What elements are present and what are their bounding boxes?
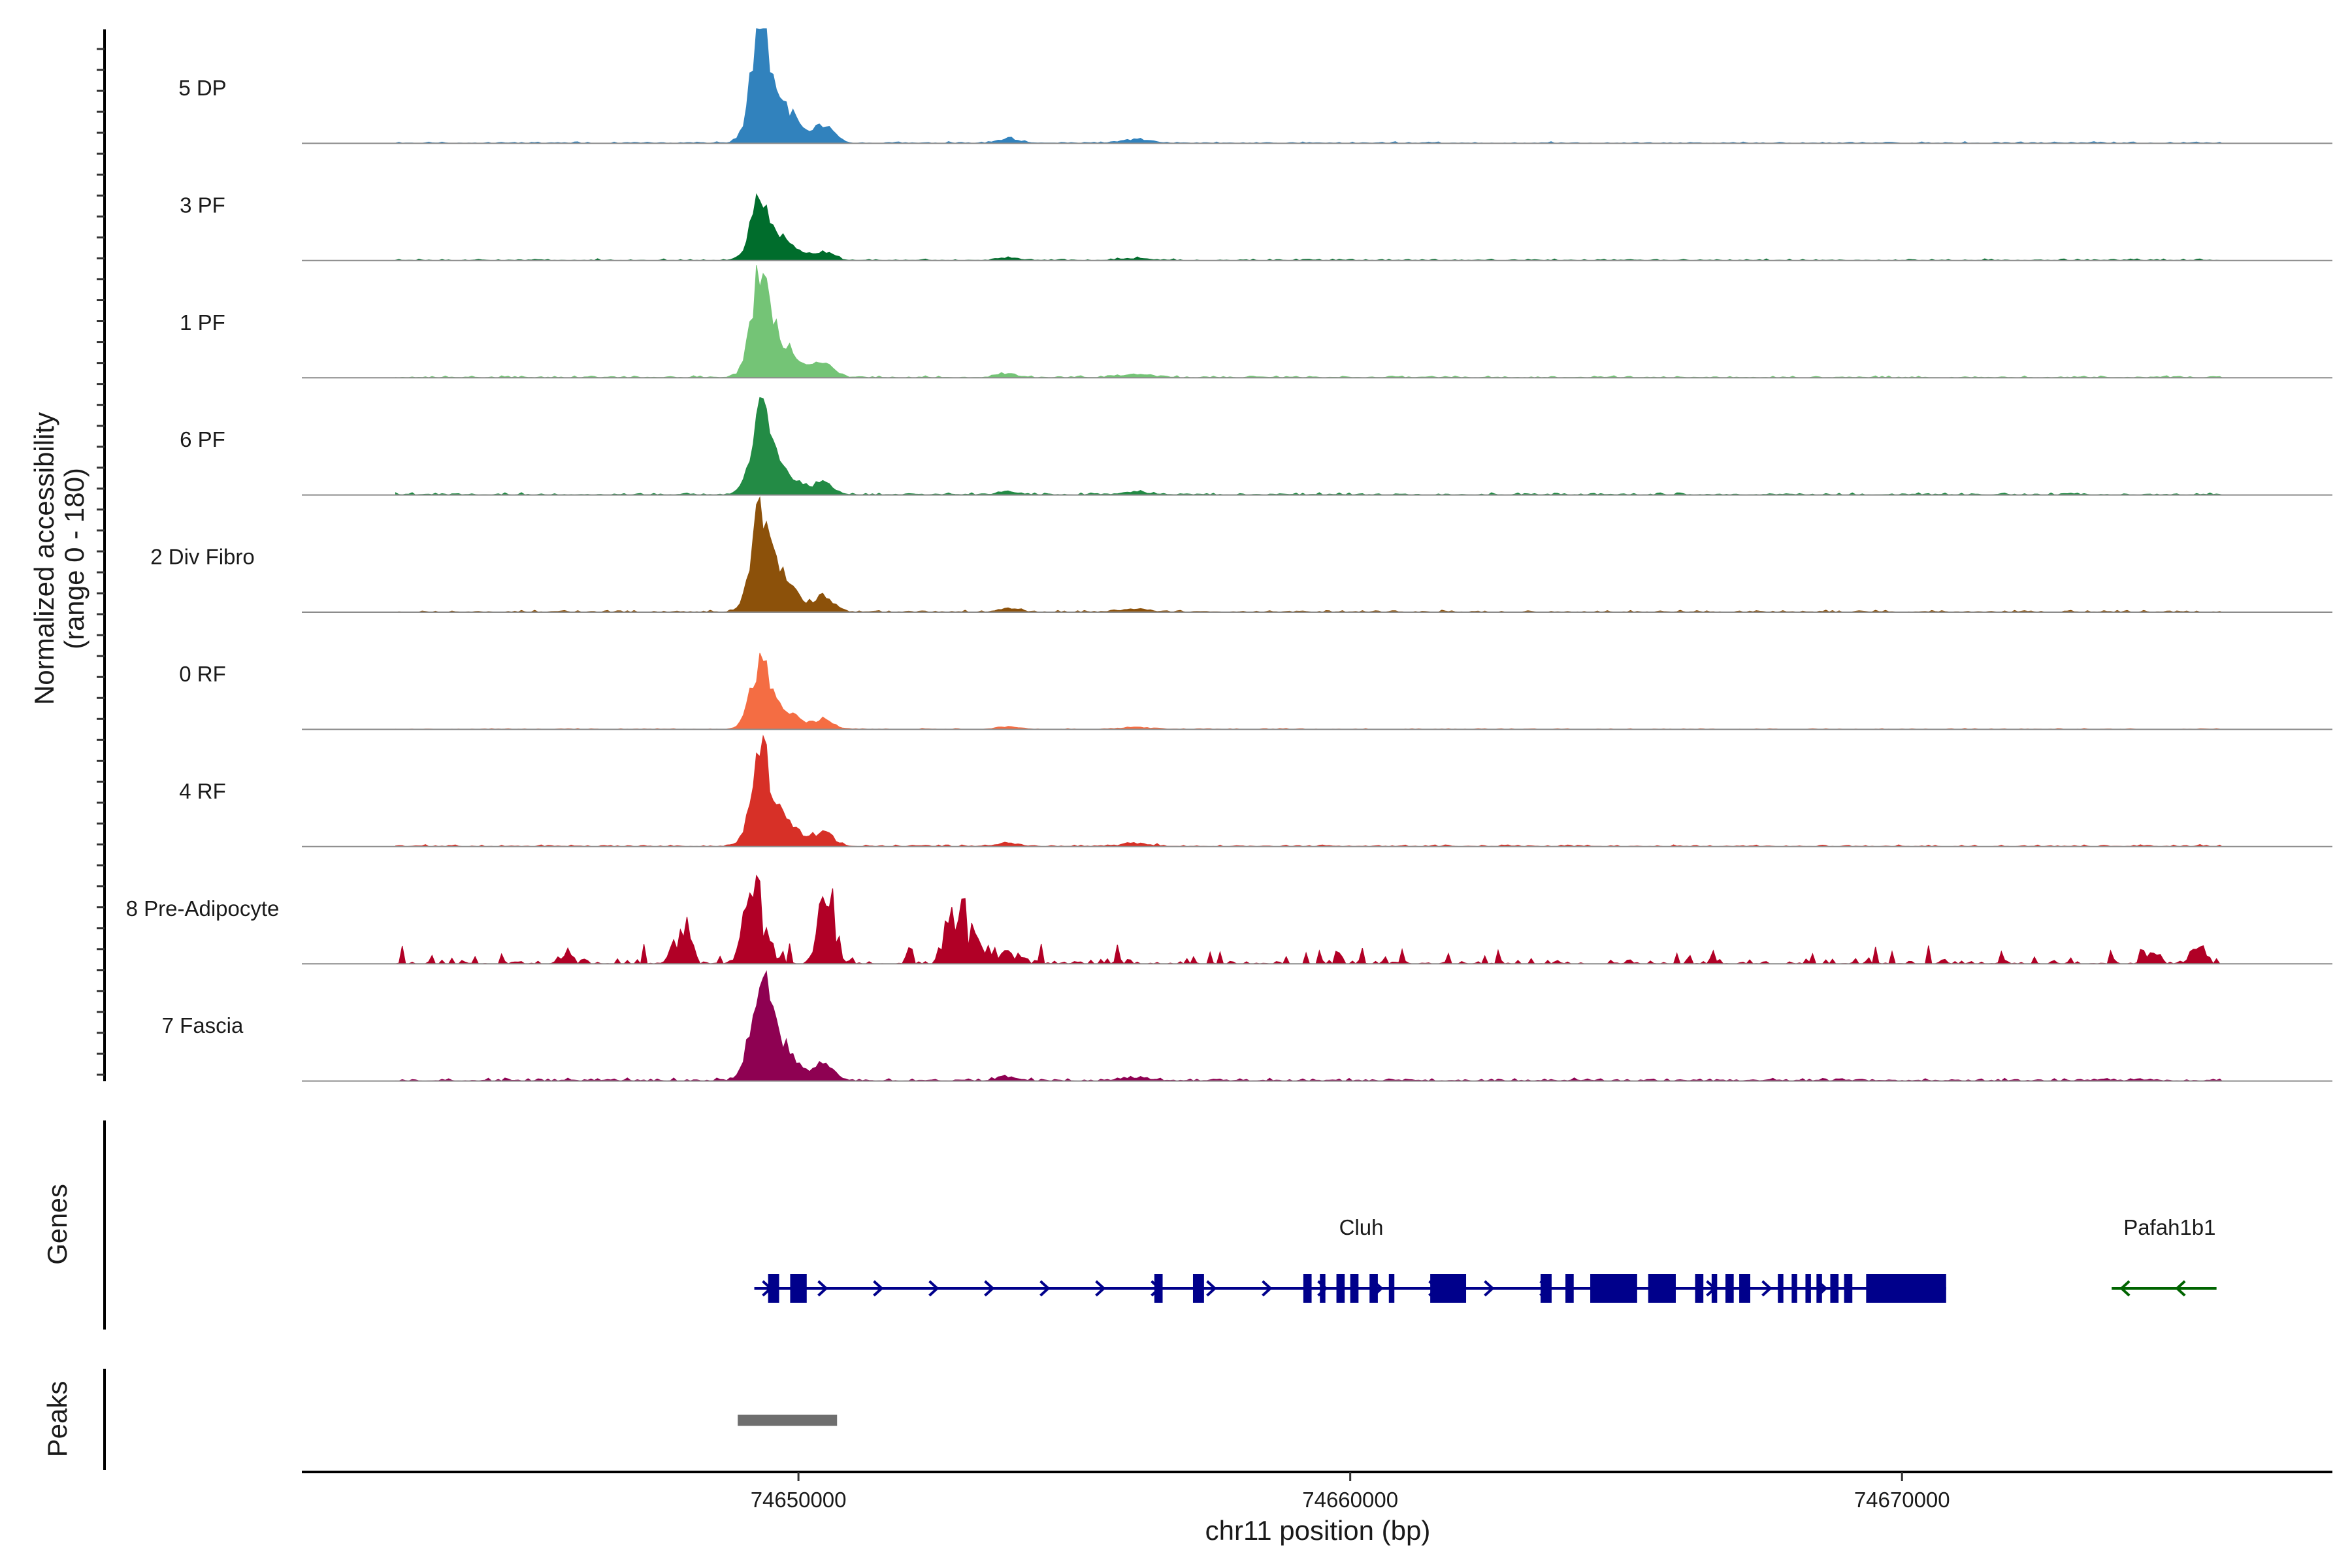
peaks-panel: [103, 1369, 838, 1470]
coverage-tracks: 5 DP 3 PF 1 PF 6 PF 2 Div Fibro 0 RF 4 RF 8 Pre…: [126, 28, 2332, 1082]
x-tick-label: 74670000: [1854, 1488, 1950, 1512]
y-axis-title: Normalized accessibility: [29, 412, 59, 705]
gene-exon: [1711, 1274, 1718, 1303]
strand-arrow: [1206, 1280, 1217, 1297]
x-tick-label: 74650000: [751, 1488, 847, 1512]
track-label: 8 Pre-Adipocyte: [126, 896, 280, 921]
genes-panel-title: Genes: [42, 1184, 73, 1265]
strand-arrow: [928, 1280, 939, 1297]
strand-arrow: [1761, 1280, 1772, 1297]
gene-exon: [1830, 1274, 1839, 1303]
track-label: 2 Div Fibro: [150, 545, 255, 569]
track-label: 0 RF: [179, 662, 226, 686]
gene-exon: [1541, 1274, 1552, 1303]
gene-exon: [1866, 1274, 1946, 1303]
strand-arrow: [2119, 1280, 2131, 1297]
strand-arrow: [984, 1280, 995, 1297]
coverage-area: [395, 193, 2223, 261]
strand-arrow: [1039, 1280, 1051, 1297]
coverage-area: [395, 265, 2223, 378]
strand-arrow: [1095, 1280, 1106, 1297]
strand-arrow: [1484, 1280, 1495, 1297]
gene-exon: [1778, 1274, 1784, 1303]
strand-arrow: [873, 1280, 884, 1297]
coverage-area: [395, 653, 2223, 730]
x-tick-label: 74660000: [1302, 1488, 1398, 1512]
peaks-panel-title: Peaks: [42, 1381, 73, 1458]
track-label: 4 RF: [179, 779, 226, 803]
y-axis-subtitle: (range 0 - 180): [59, 468, 90, 649]
track-label: 5 DP: [178, 76, 226, 100]
gene-exon: [1805, 1274, 1811, 1303]
strand-arrow: [1262, 1280, 1273, 1297]
gene-exon: [1739, 1274, 1750, 1303]
track-label: 1 PF: [180, 310, 225, 335]
gene-exon: [1369, 1274, 1378, 1303]
track-label: 7 Fascia: [162, 1013, 244, 1037]
gene-exon: [1350, 1274, 1359, 1303]
gene-exon: [1154, 1274, 1163, 1303]
coverage-area: [395, 734, 2224, 847]
gene-exon: [1816, 1274, 1822, 1303]
track-label: 6 PF: [180, 427, 225, 451]
gene-exon: [1844, 1274, 1853, 1303]
gene-exon: [1192, 1274, 1204, 1303]
genes-panel: Cluh Pafah1b1: [103, 1120, 2217, 1330]
coverage-area: [395, 874, 2223, 965]
gene-exon: [768, 1274, 779, 1303]
gene-label: Cluh: [1339, 1215, 1384, 1239]
coverage-area: [395, 970, 2223, 1082]
gene-exon: [790, 1274, 807, 1303]
track-label: 3 PF: [180, 193, 225, 217]
coverage-area: [395, 397, 2223, 496]
gene-exon: [1388, 1274, 1395, 1303]
y-axis: [97, 29, 106, 1081]
gene-exon: [1648, 1274, 1676, 1303]
gene-exon: [1320, 1274, 1326, 1303]
coverage-area: [395, 496, 2223, 613]
strand-arrow: [817, 1280, 828, 1297]
peak-region: [738, 1414, 838, 1426]
gene-exon: [1695, 1274, 1704, 1303]
gene-exon: [1725, 1274, 1734, 1303]
gene-exon: [1303, 1274, 1312, 1303]
x-axis-title: chr11 position (bp): [1205, 1515, 1431, 1546]
coverage-area: [395, 28, 2223, 144]
gene-exon: [1590, 1274, 1637, 1303]
x-axis: 74650000 74660000 74670000: [302, 1471, 2332, 1512]
gene-exon: [1430, 1274, 1467, 1303]
strand-arrow: [2175, 1280, 2186, 1297]
gene-exon: [1791, 1274, 1797, 1303]
gene-exon: [1565, 1274, 1574, 1303]
gene-label: Pafah1b1: [2123, 1215, 2215, 1239]
gene-exon: [1336, 1274, 1345, 1303]
